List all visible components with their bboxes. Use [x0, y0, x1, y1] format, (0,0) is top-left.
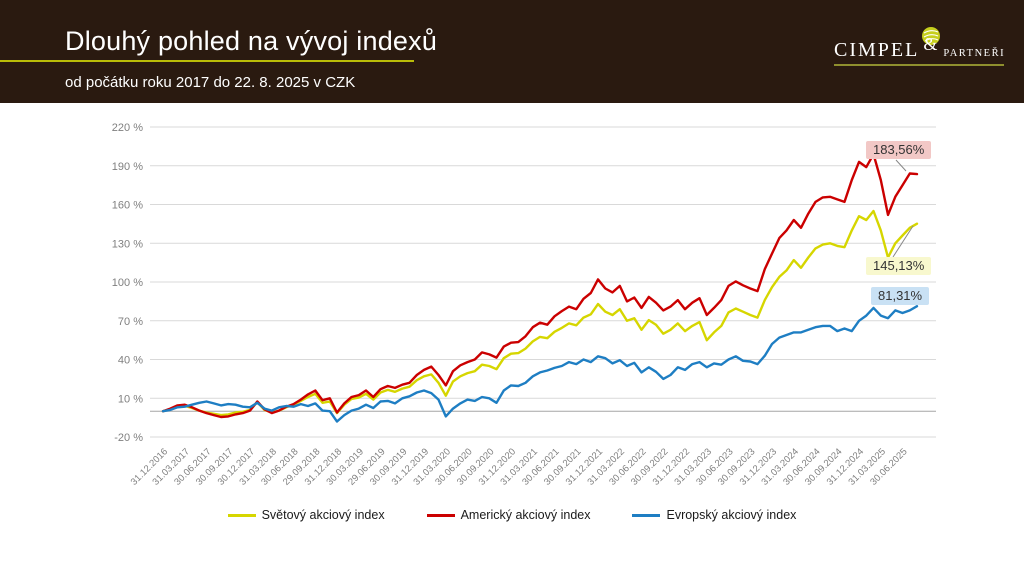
world-line-swatch: [227, 513, 256, 517]
us-line-swatch: [426, 513, 455, 517]
globe-icon: [922, 27, 941, 45]
world-index-value-label: 145,13%: [866, 257, 932, 275]
series-line-1: [161, 152, 919, 419]
legend-label-us: Americký akciový index: [460, 508, 591, 522]
logo-ampersand: &: [923, 34, 938, 54]
page-title: Dlouhý pohled na vývoj indexů: [65, 26, 438, 56]
logo-suffix: PARTNEŘI: [943, 48, 1006, 59]
logo-name: CIMPEL: [834, 39, 920, 61]
y-axis-tick-label: 220 %: [112, 122, 143, 134]
page-subtitle: od počátku roku 2017 do 22. 8. 2025 v CZ…: [65, 74, 356, 91]
legend-item-europe: Evropský akciový index: [632, 508, 796, 522]
legend-item-us: Americký akciový index: [426, 508, 591, 522]
series-line-2: [161, 305, 919, 423]
logo-ampersand-wrap: &: [919, 27, 943, 60]
europe-line-swatch: [632, 513, 661, 517]
europe-index-value-label: 81,31%: [871, 287, 930, 305]
chart-legend: Světový akciový index Americký akciový i…: [0, 508, 1024, 522]
y-axis-tick-label: 190 %: [112, 161, 143, 173]
y-axis-tick-label: 40 %: [118, 355, 143, 367]
series-line-0: [161, 209, 919, 417]
y-axis-tick-label: 10 %: [118, 393, 143, 405]
legend-label-world: Světový akciový index: [261, 508, 385, 522]
company-logo: CIMPEL & PARTNEŘI: [834, 27, 1006, 66]
y-axis-tick-label: 100 %: [112, 277, 143, 289]
legend-label-europe: Evropský akciový index: [666, 508, 797, 522]
legend-item-world: Světový akciový index: [227, 508, 385, 522]
label-leader-line: [892, 225, 914, 258]
label-leader-line: [895, 159, 907, 172]
y-axis-tick-label: 70 %: [118, 316, 143, 328]
title-underline: [0, 60, 414, 62]
us-index-value-label: 183,56%: [866, 141, 932, 159]
y-axis-tick-label: -20 %: [114, 432, 143, 444]
y-axis-tick-label: 160 %: [112, 200, 143, 212]
y-axis-tick-label: 130 %: [112, 238, 143, 250]
header-bar: Dlouhý pohled na vývoj indexů od počátku…: [0, 0, 1024, 103]
